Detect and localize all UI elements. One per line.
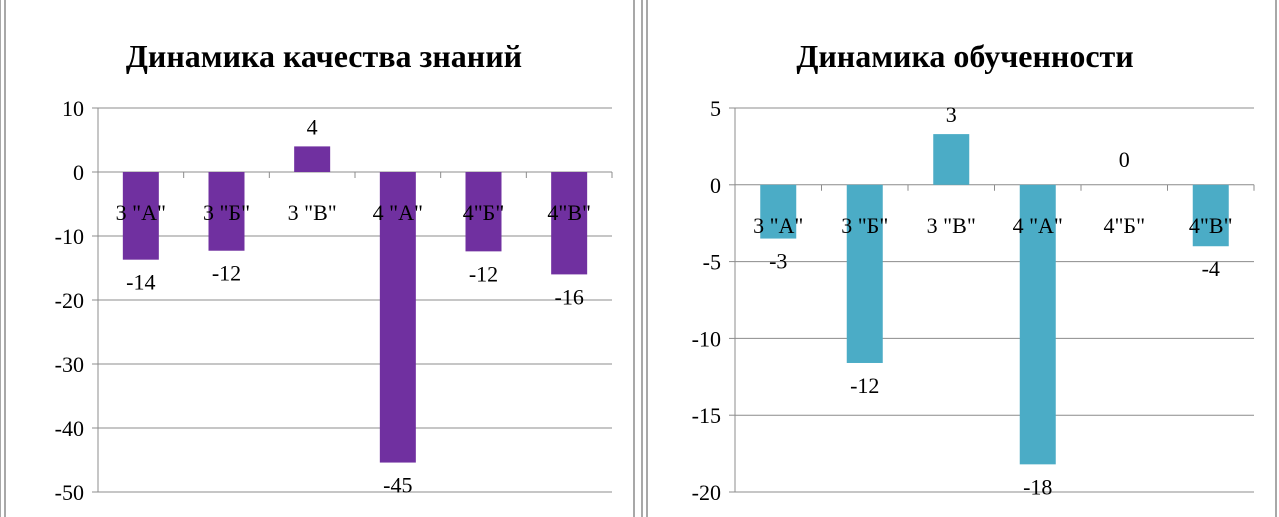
y-tick-label: 0 [73, 160, 84, 185]
bar [1019, 184, 1056, 465]
chart-title: Динамика качества знаний [126, 38, 522, 74]
bar [846, 184, 883, 363]
y-tick-label: -15 [692, 403, 721, 428]
y-tick-label: 5 [710, 96, 721, 121]
data-label: -45 [383, 473, 412, 498]
y-tick-label: -40 [55, 416, 84, 441]
chart-title: Динамика обученности [796, 38, 1133, 74]
y-tick-label: -20 [55, 288, 84, 313]
category-label: 4 "А" [373, 200, 423, 225]
data-label: 3 [946, 102, 957, 127]
data-label: -4 [1202, 256, 1220, 281]
y-tick-label: 10 [62, 96, 84, 121]
bar [760, 184, 797, 239]
data-label: 4 [307, 114, 318, 139]
y-tick-label: -20 [692, 480, 721, 505]
y-tick-label: -50 [55, 480, 84, 505]
chart-panel-learning-level: Динамика обученности 5 0 -5 -10 -15 -20 3 "А"… [640, 0, 1279, 517]
category-label: 3 "Б" [203, 200, 250, 225]
bar [379, 172, 416, 463]
category-label: 3 "А" [116, 200, 166, 225]
learning-level-chart: Динамика обученности 5 0 -5 -10 -15 -20 3 "А"… [641, 0, 1277, 517]
y-tick-label: -10 [55, 224, 84, 249]
category-label: 3 "А" [753, 213, 803, 238]
category-label: 4"В" [1189, 213, 1233, 238]
bar [1192, 184, 1229, 247]
category-label: 3 "Б" [841, 213, 888, 238]
bar [122, 172, 159, 260]
data-label: -14 [126, 270, 155, 295]
data-label: -3 [769, 249, 787, 274]
data-label: 0 [1119, 147, 1130, 172]
bar [551, 172, 588, 275]
chart-panel-knowledge-quality: Динамика качества знаний 10 0 -10 -20 -30 -40… [0, 0, 635, 517]
bar [294, 146, 331, 172]
y-tick-label: -5 [703, 250, 721, 275]
category-label: 3 "В" [927, 213, 976, 238]
y-tick-label: -30 [55, 352, 84, 377]
bar [933, 134, 970, 185]
data-label: -12 [469, 261, 498, 286]
category-label: 4"Б" [463, 200, 505, 225]
category-label: 3 "В" [288, 200, 337, 225]
knowledge-quality-chart: Динамика качества знаний 10 0 -10 -20 -30 -40… [0, 0, 635, 517]
data-label: -12 [212, 261, 241, 286]
y-tick-label: -10 [692, 326, 721, 351]
data-label: -16 [555, 284, 584, 309]
bar [465, 172, 502, 252]
category-label: 4"В" [547, 200, 591, 225]
data-label: -18 [1023, 474, 1052, 499]
y-tick-label: 0 [710, 173, 721, 198]
data-label: -12 [850, 373, 879, 398]
bar [208, 172, 245, 251]
category-label: 4"Б" [1103, 213, 1145, 238]
category-label: 4 "А" [1013, 213, 1063, 238]
